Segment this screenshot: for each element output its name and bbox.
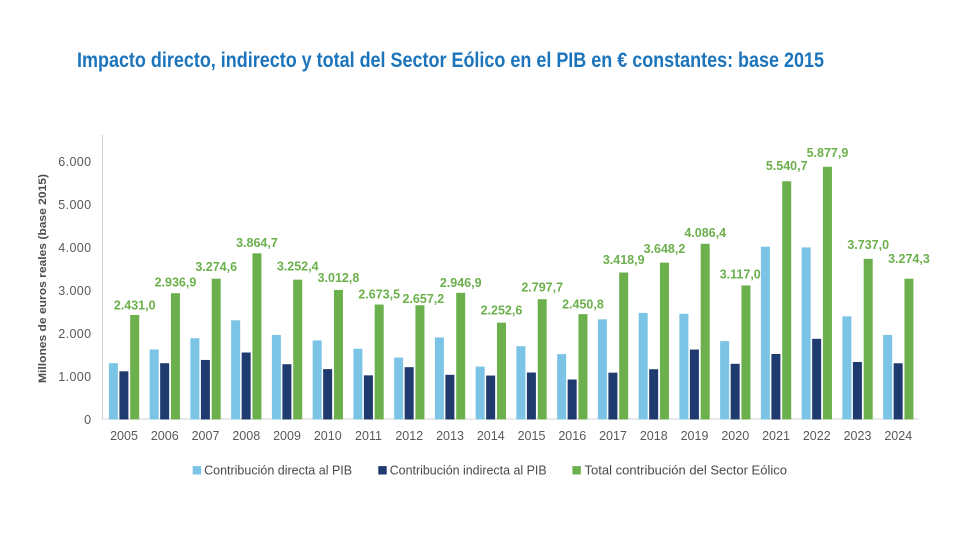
svg-text:2009: 2009	[273, 429, 301, 443]
svg-text:2024: 2024	[884, 429, 912, 443]
svg-text:4.000: 4.000	[58, 241, 91, 255]
svg-text:3.648,2: 3.648,2	[644, 242, 686, 256]
svg-text:2013: 2013	[436, 429, 464, 443]
svg-text:Impacto directo, indirecto y t: Impacto directo, indirecto y total del S…	[77, 48, 824, 72]
svg-text:2023: 2023	[844, 429, 872, 443]
svg-text:2.450,8: 2.450,8	[562, 298, 604, 312]
svg-text:3.012,8: 3.012,8	[318, 271, 360, 285]
svg-text:3.737,0: 3.737,0	[847, 238, 889, 252]
svg-text:Total contribución del Sector: Total contribución del Sector Eólico	[585, 463, 788, 477]
svg-text:3.274,3: 3.274,3	[888, 252, 930, 266]
svg-text:2.946,9: 2.946,9	[440, 276, 482, 290]
svg-text:2007: 2007	[192, 429, 220, 443]
svg-text:Millones de euros reales (base: Millones de euros reales (base 2015)	[37, 174, 49, 383]
svg-text:3.274,6: 3.274,6	[195, 260, 237, 274]
svg-text:2018: 2018	[640, 429, 668, 443]
svg-text:2.252,6: 2.252,6	[481, 303, 523, 317]
svg-text:3.000: 3.000	[58, 284, 91, 298]
svg-text:4.086,4: 4.086,4	[684, 226, 726, 240]
svg-text:2.936,9: 2.936,9	[155, 275, 197, 289]
svg-text:5.877,9: 5.877,9	[807, 146, 849, 160]
svg-text:Contribución indirecta al PIB: Contribución indirecta al PIB	[390, 463, 547, 477]
svg-text:Contribución directa al PIB: Contribución directa al PIB	[204, 463, 352, 477]
svg-text:2.673,5: 2.673,5	[358, 287, 400, 301]
svg-text:2020: 2020	[721, 429, 749, 443]
svg-text:2021: 2021	[762, 429, 790, 443]
svg-text:2010: 2010	[314, 429, 342, 443]
svg-text:2012: 2012	[395, 429, 423, 443]
svg-text:2.657,2: 2.657,2	[402, 292, 444, 306]
svg-text:6.000: 6.000	[58, 155, 91, 169]
svg-text:2016: 2016	[558, 429, 586, 443]
svg-text:2019: 2019	[681, 429, 709, 443]
svg-text:5.540,7: 5.540,7	[766, 159, 808, 173]
svg-text:0: 0	[84, 413, 91, 427]
svg-text:2.797,7: 2.797,7	[521, 280, 563, 294]
svg-text:2011: 2011	[355, 429, 382, 443]
svg-text:3.418,9: 3.418,9	[603, 253, 645, 267]
svg-text:2015: 2015	[518, 429, 546, 443]
svg-text:2.000: 2.000	[58, 327, 91, 341]
svg-text:2014: 2014	[477, 429, 505, 443]
svg-text:2.431,0: 2.431,0	[114, 298, 156, 312]
svg-text:3.117,0: 3.117,0	[720, 267, 761, 281]
svg-text:2006: 2006	[151, 429, 179, 443]
svg-text:3.252,4: 3.252,4	[277, 259, 319, 273]
svg-text:5.000: 5.000	[58, 198, 91, 212]
svg-text:3.864,7: 3.864,7	[236, 236, 278, 250]
svg-text:2017: 2017	[599, 429, 627, 443]
svg-text:1.000: 1.000	[58, 370, 91, 384]
svg-text:2005: 2005	[110, 429, 138, 443]
svg-text:2022: 2022	[803, 429, 831, 443]
svg-text:2008: 2008	[232, 429, 260, 443]
